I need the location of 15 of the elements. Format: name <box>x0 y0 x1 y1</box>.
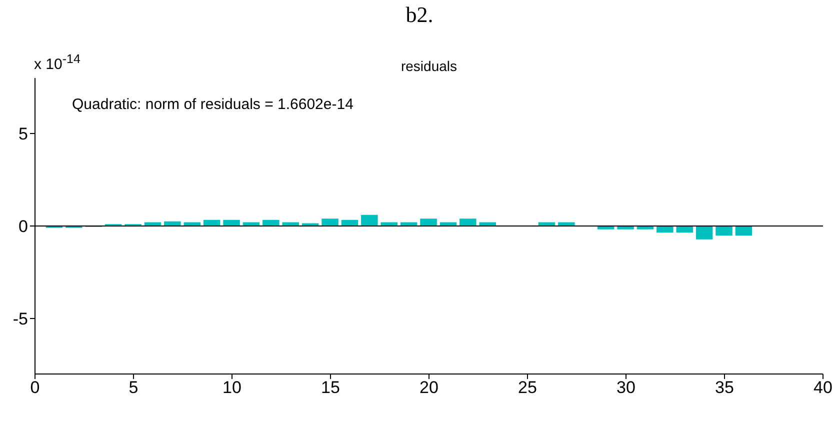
y-tick-label: 5 <box>18 124 28 144</box>
x-tick-label: 15 <box>321 378 340 398</box>
x-tick-label: 25 <box>518 378 537 398</box>
annotation: Quadratic: norm of residuals = 1.6602e-14 <box>72 96 354 113</box>
x-tick-label: 40 <box>814 378 832 398</box>
x-tick-label: 20 <box>420 378 438 398</box>
x-tick-label: 35 <box>715 378 734 398</box>
x-tick-label: 10 <box>222 378 242 398</box>
x-tick-label: 5 <box>128 378 138 398</box>
chart-subtitle: residuals <box>400 58 458 74</box>
y-tick-label: -5 <box>12 310 28 329</box>
text: x 10$^{-14}$ <box>34 52 80 73</box>
x-tick-label: 30 <box>616 378 636 398</box>
chart-title: b2. <box>404 2 434 28</box>
y-tick-label: 0 <box>18 217 28 236</box>
